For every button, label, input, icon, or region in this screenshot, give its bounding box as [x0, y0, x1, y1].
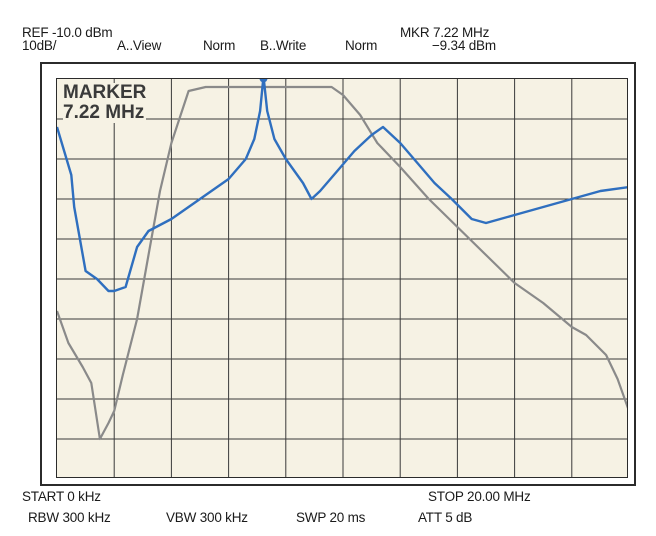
ref-level-label: REF -10.0 dBm	[22, 25, 113, 40]
trace-a-line	[57, 85, 627, 441]
marker-annotation-title: MARKER	[63, 82, 147, 103]
rbw-label: RBW 300 kHz	[28, 510, 111, 525]
marker-annotation-value: 7.22 MHz	[63, 102, 145, 123]
spectrum-plot	[57, 79, 627, 477]
graticule	[57, 79, 627, 477]
trace-b-mode-label: Norm	[345, 38, 378, 53]
trace-b-label: B..Write	[260, 38, 307, 53]
marker-level-readout: −9.34 dBm	[432, 38, 496, 53]
trace-a-mode-label: Norm	[203, 38, 236, 53]
vbw-label: VBW 300 kHz	[166, 510, 248, 525]
spectrum-display[interactable]: MARKER 7.22 MHz	[56, 78, 628, 478]
stop-frequency-label: STOP 20.00 MHz	[428, 489, 531, 504]
display-bezel	[40, 62, 636, 486]
marker-point	[259, 79, 268, 83]
marker-frequency-readout: MKR 7.22 MHz	[400, 25, 490, 40]
trace-a-label: A..View	[117, 38, 162, 53]
scale-label: 10dB/	[22, 38, 57, 53]
sweep-time-label: SWP 20 ms	[296, 510, 366, 525]
trace-b-line	[57, 79, 627, 293]
traces	[57, 79, 627, 441]
attenuation-label: ATT 5 dB	[418, 510, 473, 525]
marker-annotation: MARKER 7.22 MHz	[63, 82, 147, 123]
start-frequency-label: START 0 kHz	[22, 489, 101, 504]
